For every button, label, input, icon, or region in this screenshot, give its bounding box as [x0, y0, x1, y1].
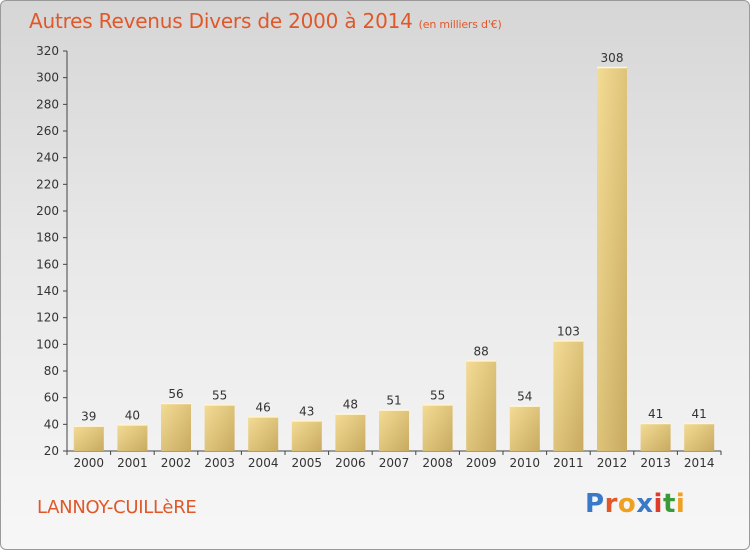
axes: 20 40 60 80 100 120 140 160 180 200 220 240 260 280 30… [36, 44, 722, 470]
data-label-2007: 51 [386, 394, 401, 408]
data-label-2014: 41 [692, 407, 707, 421]
data-label-2004: 46 [256, 400, 271, 414]
logo-letter: i [653, 489, 663, 519]
x-tick-label: 2000 [74, 456, 105, 470]
logo-letter: P [585, 489, 605, 519]
y-tick-label: 180 [36, 231, 59, 245]
y-tick-label: 240 [36, 151, 59, 165]
data-label-2005: 43 [299, 404, 314, 418]
logo-letter: o [617, 489, 637, 519]
bar-2004 [248, 416, 279, 451]
data-label-2008: 55 [430, 388, 445, 402]
bar-2014 [684, 423, 715, 451]
chart-title-unit: (en milliers d'€) [418, 18, 502, 31]
logo-letter: r [604, 489, 618, 519]
logo-letter: t [662, 489, 676, 519]
y-tick-label: 40 [44, 417, 59, 431]
x-tick-label: 2005 [292, 456, 323, 470]
data-label-2000: 39 [81, 410, 96, 424]
bar-2007 [379, 409, 409, 451]
commune-name: LANNOY-CUILLèRE [37, 497, 197, 518]
bar-2012 [597, 67, 627, 451]
y-tick-label: 280 [36, 97, 59, 111]
x-tick-label: 2007 [379, 456, 410, 470]
y-tick-label: 260 [36, 124, 59, 138]
x-tick-label: 2011 [553, 456, 584, 470]
chart-title: Autres Revenus Divers de 2000 à 2014 (en … [29, 9, 502, 33]
x-tick-label: 2002 [161, 456, 192, 470]
x-tick-label: 2001 [117, 456, 148, 470]
x-tick-label: 2006 [335, 456, 366, 470]
bar-2002 [161, 403, 191, 451]
proxiti-logo[interactable]: Proxiti [585, 489, 685, 519]
bar-2000 [73, 425, 104, 451]
logo-letter: i [675, 489, 686, 519]
x-tick-label: 2004 [248, 456, 279, 470]
bar-2009 [466, 360, 497, 451]
x-tick-label: 2003 [204, 456, 235, 470]
x-tick-label: 2010 [510, 456, 541, 470]
data-label-2010: 54 [517, 390, 532, 404]
bar-2011 [553, 340, 584, 451]
y-tick-label: 80 [44, 364, 59, 378]
bar-2013 [640, 423, 671, 451]
x-tick-label: 2014 [684, 456, 715, 470]
x-tick-label: 2013 [640, 456, 671, 470]
bar-2003 [204, 404, 235, 451]
bar-2006 [335, 413, 366, 451]
data-label-2002: 56 [168, 387, 183, 401]
bar-2005 [291, 420, 322, 451]
data-label-2006: 48 [343, 398, 358, 412]
y-tick-label: 320 [36, 44, 59, 58]
bar-2008 [422, 404, 453, 451]
y-tick-label: 220 [36, 177, 59, 191]
bar-2001 [117, 424, 148, 451]
data-label-2012: 308 [601, 51, 624, 65]
chart-title-main: Autres Revenus Divers de 2000 à 2014 [29, 9, 413, 33]
bars [73, 66, 715, 451]
x-tick-label: 2008 [422, 456, 453, 470]
y-tick-label: 140 [36, 284, 59, 298]
x-tick-label: 2009 [466, 456, 497, 470]
data-label-2003: 55 [212, 388, 227, 402]
y-tick-label: 160 [36, 257, 59, 271]
data-labels: 39 40 56 55 46 43 48 51 55 88 54 103 308 41 41 [81, 51, 707, 424]
x-tick-label: 2012 [597, 456, 628, 470]
logo-letter: x [636, 489, 654, 519]
y-tick-label: 20 [44, 444, 59, 458]
data-label-2011: 103 [557, 324, 580, 338]
y-tick-label: 100 [36, 337, 59, 351]
data-label-2001: 40 [125, 408, 140, 422]
y-tick-label: 60 [44, 391, 59, 405]
data-label-2009: 88 [474, 344, 489, 358]
y-tick-label: 200 [36, 204, 59, 218]
data-label-2013: 41 [648, 407, 663, 421]
bar-2010 [509, 405, 540, 451]
y-tick-label: 300 [36, 71, 59, 85]
y-tick-label: 120 [36, 311, 59, 325]
